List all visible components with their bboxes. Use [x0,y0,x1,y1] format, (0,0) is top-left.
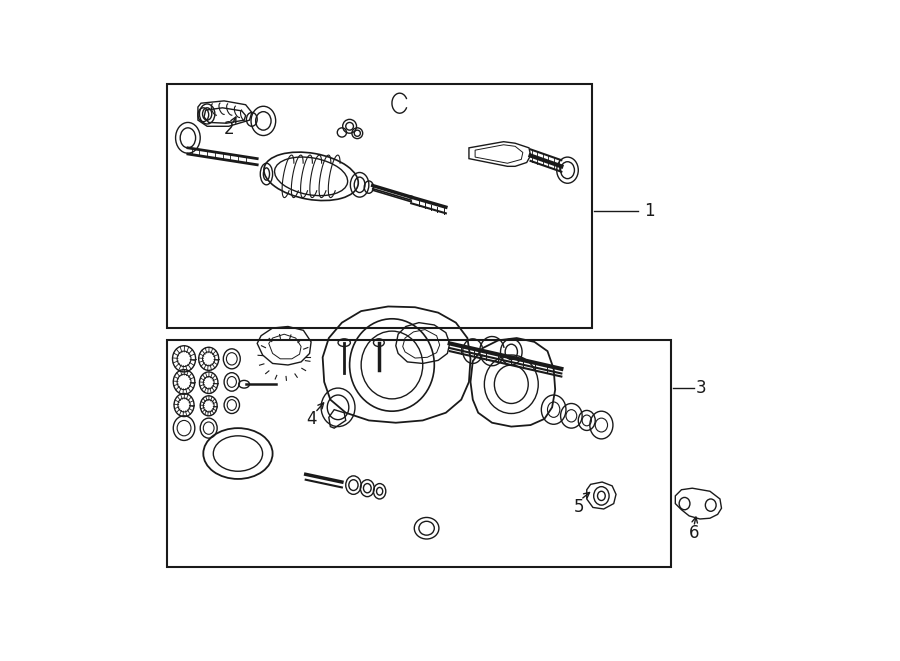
Text: 2: 2 [223,120,234,138]
Text: 6: 6 [688,524,699,542]
Text: 1: 1 [644,202,654,220]
Bar [167,340,671,566]
Bar [167,84,592,328]
Text: 5: 5 [574,498,584,516]
Text: 4: 4 [307,410,317,428]
Text: 3: 3 [697,379,706,397]
